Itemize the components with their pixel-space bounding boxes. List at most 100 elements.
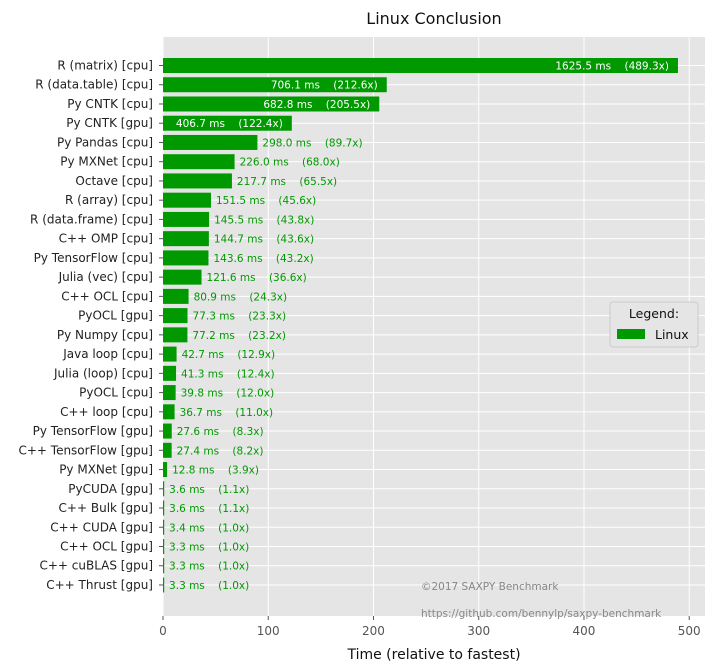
y-tick-label: Py MXNet [gpu]: [59, 463, 153, 477]
bar-data-label: 706.1 ms (212.6x): [271, 80, 378, 92]
bar-data-label: 217.7 ms (65.5x): [237, 176, 337, 188]
chart-title: Linux Conclusion: [366, 9, 501, 28]
y-tick-label: R (data.table) [cpu]: [35, 78, 153, 92]
bar: [163, 211, 210, 227]
bar-data-label: 3.3 ms (1.0x): [169, 580, 249, 592]
legend: Legend: Linux: [609, 301, 699, 348]
bar: [163, 404, 175, 420]
bar: [163, 308, 188, 324]
bar-data-label: 151.5 ms (45.6x): [216, 195, 316, 207]
bar: [163, 250, 209, 266]
bar-data-label: 682.8 ms (205.5x): [263, 99, 370, 111]
y-tick-label: PyOCL [gpu]: [78, 309, 153, 323]
bar: [163, 481, 165, 497]
bar: [163, 346, 177, 362]
bar-data-label: 3.3 ms (1.0x): [169, 561, 249, 573]
x-tick-label: 400: [573, 624, 596, 638]
bar-data-label: 42.7 ms (12.9x): [182, 349, 276, 361]
bar-data-label: 3.6 ms (1.1x): [169, 484, 249, 496]
y-tick-label: C++ TensorFlow [gpu]: [18, 443, 153, 457]
y-tick-label: C++ cuBLAS [gpu]: [39, 559, 153, 573]
y-tick-label: Py TensorFlow [gpu]: [33, 424, 153, 438]
x-tick-label: 500: [678, 624, 701, 638]
bar-data-label: 39.8 ms (12.0x): [181, 388, 275, 400]
y-tick-label: Py Pandas [cpu]: [57, 135, 153, 149]
copyright-annotation: ©2017 SAXPY Benchmark: [421, 581, 559, 593]
bar: [163, 288, 189, 304]
bar-data-label: 1625.5 ms (489.3x): [555, 61, 669, 73]
bar-data-label: 143.6 ms (43.2x): [213, 253, 313, 265]
legend-entry-linux: Linux: [655, 327, 689, 342]
bar: [163, 539, 165, 554]
bar: [163, 442, 172, 458]
bar: [163, 385, 176, 401]
bar-data-label: 144.7 ms (43.6x): [214, 234, 314, 246]
bar-data-label: 298.0 ms (89.7x): [262, 137, 362, 149]
bar: [163, 519, 165, 535]
bar: [163, 77, 387, 93]
bar-data-label: 41.3 ms (12.4x): [181, 368, 275, 380]
y-tick-label: Py TensorFlow [cpu]: [34, 251, 153, 265]
bar: [163, 192, 211, 208]
bar-data-label: 80.9 ms (24.3x): [194, 291, 288, 303]
y-tick-label: Octave [cpu]: [75, 174, 153, 188]
bar: [163, 58, 678, 73]
bar-data-label: 77.2 ms (23.2x): [192, 330, 286, 342]
bar: [163, 327, 188, 343]
x-tick-label: 200: [362, 624, 385, 638]
y-tick-label: C++ OMP [cpu]: [59, 232, 153, 246]
y-tick-labels: R (matrix) [cpu] R (data.table) [cpu] Py C…: [18, 59, 163, 592]
legend-swatch-linux: [617, 329, 645, 339]
y-tick-label: R (array) [cpu]: [65, 193, 153, 207]
bar: [163, 134, 258, 150]
bar-data-label: 3.6 ms (1.1x): [169, 503, 249, 515]
bar: [163, 365, 177, 381]
bar-data-label: 77.3 ms (23.3x): [193, 311, 287, 323]
bar-data-label: 226.0 ms (68.0x): [240, 157, 340, 169]
y-tick-label: C++ CUDA [gpu]: [50, 520, 153, 534]
y-tick-label: Py CNTK [gpu]: [66, 116, 153, 130]
x-tick-labels: 0 100 200 300 400 500: [159, 616, 701, 638]
y-tick-label: R (data.frame) [cpu]: [30, 212, 153, 226]
bar: [163, 269, 202, 285]
bar-data-label: 406.7 ms (122.4x): [176, 118, 283, 130]
legend-title: Legend:: [629, 306, 679, 321]
bar-data-label: 3.3 ms (1.0x): [169, 542, 249, 554]
bar: [163, 462, 168, 478]
y-tick-label: PyCUDA [gpu]: [68, 482, 153, 496]
y-tick-label: PyOCL [cpu]: [79, 386, 153, 400]
bar-data-label: 12.8 ms (3.9x): [172, 465, 259, 477]
bar-data-label: 3.4 ms (1.0x): [169, 522, 249, 534]
bar-data-label: 27.6 ms (8.3x): [177, 426, 264, 438]
x-tick-label: 300: [467, 624, 490, 638]
y-tick-label: Julia (vec) [cpu]: [58, 270, 153, 284]
y-tick-label: C++ OCL [cpu]: [61, 289, 153, 303]
bar: [163, 154, 235, 170]
x-tick-label: 100: [257, 624, 280, 638]
y-tick-label: C++ loop [cpu]: [60, 405, 153, 419]
x-tick-label: 0: [159, 624, 167, 638]
bar: [163, 577, 165, 593]
y-tick-label: C++ OCL [gpu]: [60, 540, 153, 554]
bar: [163, 423, 172, 439]
bar-data-label: 36.7 ms (11.0x): [180, 407, 274, 419]
url-annotation: https://github.com/bennylp/saxpy-benchma…: [421, 608, 662, 620]
bar: [163, 500, 165, 516]
y-tick-label: Py Numpy [cpu]: [57, 328, 153, 342]
bar: [163, 115, 292, 131]
bar-labels: 1625.5 ms (489.3x) 706.1 ms (212.6x) 682.8…: [169, 61, 669, 592]
bar: [163, 558, 165, 574]
bar-data-label: 27.4 ms (8.2x): [177, 445, 264, 457]
bar-data-label: 121.6 ms (36.6x): [207, 272, 307, 284]
bar-data-label: 145.5 ms (43.8x): [214, 214, 314, 226]
y-tick-label: Py CNTK [cpu]: [67, 97, 153, 111]
y-tick-label: C++ Bulk [gpu]: [59, 501, 153, 515]
bar: [163, 96, 380, 112]
y-tick-label: Py MXNet [cpu]: [60, 155, 153, 169]
y-tick-label: C++ Thrust [gpu]: [46, 578, 153, 592]
bar: [163, 231, 209, 247]
y-tick-label: R (matrix) [cpu]: [57, 59, 153, 73]
x-axis-label: Time (relative to fastest): [346, 647, 520, 663]
bar: [163, 173, 232, 189]
